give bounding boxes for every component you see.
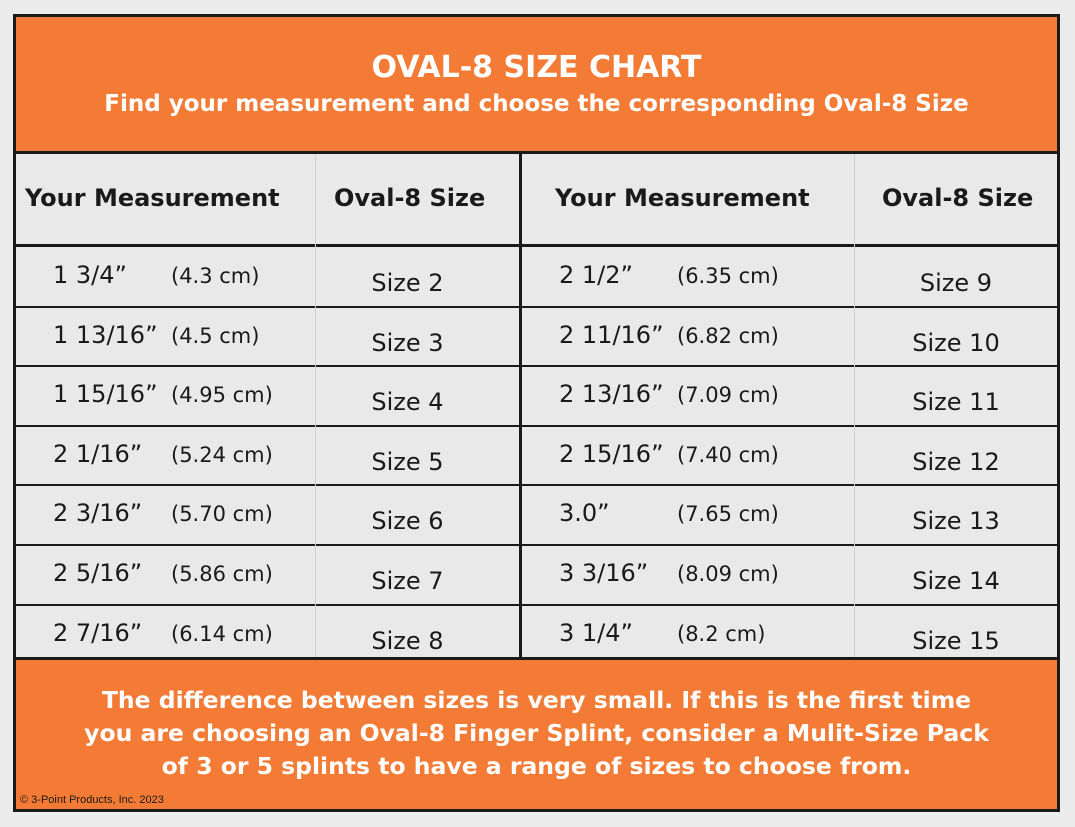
measurement-inches: 2 15/16” — [559, 440, 664, 468]
column-divider — [315, 154, 316, 661]
right-measurement-cell: 2 11/16” (6.82 cm) — [559, 321, 779, 350]
measurement-cm: (4.95 cm) — [171, 383, 273, 407]
measurement-cm: (8.2 cm) — [677, 622, 766, 646]
footer-line: The difference between sizes is very sma… — [101, 686, 972, 714]
chart-header: OVAL-8 SIZE CHART Find your measurement … — [16, 17, 1057, 154]
measurement-cm: (8.09 cm) — [677, 562, 779, 586]
right-measurement-cell: 2 13/16” (7.09 cm) — [559, 380, 779, 409]
left-measurement-cell: 2 5/16” (5.86 cm) — [53, 559, 273, 588]
measurement-cm: (7.40 cm) — [677, 443, 779, 467]
measurement-inches: 2 11/16” — [559, 321, 664, 349]
header-left-size: Oval-8 Size — [334, 184, 486, 212]
size-chart: OVAL-8 SIZE CHART Find your measurement … — [13, 14, 1060, 812]
right-size-cell: Size 11 — [912, 388, 1000, 416]
left-measurement-cell: 1 13/16” (4.5 cm) — [53, 321, 259, 350]
page-subtitle: Find your measurement and choose the cor… — [104, 91, 969, 117]
row-divider — [16, 604, 1057, 606]
column-divider — [854, 154, 855, 661]
size-table: Your Measurement Oval-8 Size Your Measur… — [16, 154, 1057, 661]
measurement-inches: 2 3/16” — [53, 499, 143, 527]
left-measurement-cell: 2 3/16” (5.70 cm) — [53, 499, 273, 528]
measurement-inches: 2 13/16” — [559, 380, 664, 408]
right-size-cell: Size 12 — [912, 448, 1000, 476]
right-size-cell: Size 9 — [919, 269, 993, 297]
left-measurement-cell: 1 3/4” (4.3 cm) — [53, 261, 259, 290]
measurement-inches: 1 15/16” — [53, 380, 158, 408]
footer-note: The difference between sizes is very sma… — [16, 684, 1057, 783]
row-divider — [16, 306, 1057, 308]
right-measurement-cell: 3 3/16” (8.09 cm) — [559, 559, 779, 588]
left-size-cell: Size 6 — [371, 507, 444, 535]
measurement-cm: (7.09 cm) — [677, 383, 779, 407]
left-size-cell: Size 8 — [371, 627, 444, 655]
left-size-cell: Size 2 — [371, 269, 444, 297]
page-title: OVAL-8 SIZE CHART — [371, 50, 702, 85]
left-size-cell: Size 5 — [371, 448, 444, 476]
right-measurement-cell: 3 1/4” (8.2 cm) — [559, 619, 765, 648]
measurement-inches: 2 1/2” — [559, 261, 633, 289]
left-size-cell: Size 4 — [371, 388, 444, 416]
measurement-cm: (6.14 cm) — [171, 622, 273, 646]
measurement-cm: (5.24 cm) — [171, 443, 273, 467]
row-divider — [16, 484, 1057, 486]
right-measurement-cell: 3.0” (7.65 cm) — [559, 499, 779, 528]
measurement-inches: 3.0” — [559, 499, 610, 527]
right-measurement-cell: 2 15/16” (7.40 cm) — [559, 440, 779, 469]
measurement-inches: 2 1/16” — [53, 440, 143, 468]
measurement-cm: (5.86 cm) — [171, 562, 273, 586]
measurement-cm: (5.70 cm) — [171, 502, 273, 526]
right-size-cell: Size 15 — [912, 627, 1000, 655]
measurement-cm: (6.35 cm) — [677, 264, 779, 288]
footer-line: you are choosing an Oval-8 Finger Splint… — [84, 719, 989, 747]
header-divider — [16, 244, 1057, 247]
copyright: © 3-Point Products, Inc. 2023 — [20, 794, 164, 806]
header-left-measurement: Your Measurement — [25, 184, 280, 212]
row-divider — [16, 544, 1057, 546]
measurement-inches: 2 7/16” — [53, 619, 143, 647]
measurement-inches: 2 5/16” — [53, 559, 143, 587]
measurement-inches: 1 3/4” — [53, 261, 127, 289]
left-measurement-cell: 2 7/16” (6.14 cm) — [53, 619, 273, 648]
right-size-cell: Size 10 — [912, 329, 1000, 357]
right-size-cell: Size 14 — [912, 567, 1000, 595]
right-measurement-cell: 2 1/2” (6.35 cm) — [559, 261, 779, 290]
row-divider — [16, 425, 1057, 427]
chart-footer: The difference between sizes is very sma… — [16, 657, 1057, 809]
row-divider — [16, 365, 1057, 367]
header-right-size: Oval-8 Size — [882, 184, 1034, 212]
footer-line: of 3 or 5 splints to have a range of siz… — [161, 752, 912, 780]
left-measurement-cell: 1 15/16” (4.95 cm) — [53, 380, 273, 409]
measurement-cm: (6.82 cm) — [677, 324, 779, 348]
left-size-cell: Size 7 — [371, 567, 444, 595]
measurement-inches: 1 13/16” — [53, 321, 158, 349]
left-measurement-cell: 2 1/16” (5.24 cm) — [53, 440, 273, 469]
measurement-cm: (7.65 cm) — [677, 502, 779, 526]
left-size-cell: Size 3 — [371, 329, 444, 357]
right-size-cell: Size 13 — [912, 507, 1000, 535]
measurement-cm: (4.5 cm) — [171, 324, 260, 348]
header-right-measurement: Your Measurement — [555, 184, 810, 212]
center-divider — [519, 154, 522, 661]
measurement-inches: 3 3/16” — [559, 559, 649, 587]
measurement-inches: 3 1/4” — [559, 619, 633, 647]
measurement-cm: (4.3 cm) — [171, 264, 260, 288]
